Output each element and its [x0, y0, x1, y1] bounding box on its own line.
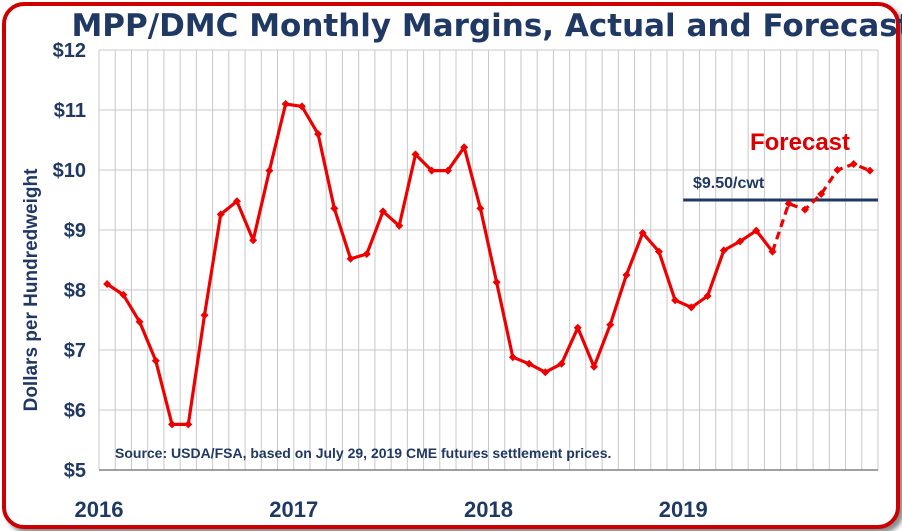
data-point-marker: [557, 359, 566, 368]
data-point-marker: [865, 166, 874, 175]
data-point-marker: [784, 199, 793, 208]
x-tick-labels: 2016 2017 2018 2019: [75, 497, 708, 522]
data-point-marker: [103, 280, 112, 288]
x-tick-label: 2019: [659, 497, 708, 522]
data-point-marker: [216, 210, 225, 219]
actual-series-line: [106, 102, 774, 426]
data-point-marker: [346, 254, 355, 263]
data-point-marker: [151, 356, 160, 365]
data-point-marker: [297, 102, 306, 111]
y-tick-label: $5: [64, 460, 86, 482]
y-tick-labels: $5 $6 $7 $8 $9 $10 $11 $12: [53, 40, 86, 482]
data-point-marker: [736, 237, 745, 246]
data-point-marker: [800, 205, 809, 214]
data-point-marker: [817, 190, 826, 198]
series-layer: [103, 100, 874, 429]
data-point-marker: [703, 292, 712, 300]
grid: [98, 49, 879, 471]
y-axis-label: Dollars per Hundredweight: [21, 168, 42, 411]
data-point-marker: [427, 166, 436, 175]
forecast-label: Forecast: [750, 129, 850, 156]
data-point-marker: [362, 250, 371, 258]
data-point-marker: [184, 420, 193, 429]
data-point-marker: [687, 303, 696, 312]
data-point-marker: [589, 362, 598, 371]
data-point-marker: [249, 236, 258, 245]
data-point-marker: [460, 143, 469, 152]
data-point-marker: [525, 359, 534, 368]
y-tick-label: $7: [64, 340, 86, 362]
x-tick-label: 2017: [269, 497, 318, 522]
data-point-marker: [606, 320, 615, 329]
data-point-marker: [314, 130, 323, 138]
data-point-marker: [833, 166, 842, 174]
data-point-marker: [849, 160, 858, 168]
data-point-marker: [135, 317, 144, 326]
data-point-marker: [622, 271, 631, 279]
data-point-marker: [281, 100, 290, 108]
y-tick-label: $11: [54, 100, 86, 122]
data-point-marker: [476, 204, 485, 213]
data-point-marker: [443, 166, 452, 175]
data-point-marker: [411, 150, 420, 159]
chart-title: MPP/DMC Monthly Margins, Actual and Fore…: [71, 8, 902, 44]
data-point-marker: [719, 246, 728, 255]
source-note: Source: USDA/FSA, based on July 29, 2019…: [115, 445, 611, 461]
x-tick-label: 2016: [75, 497, 124, 522]
data-point-marker: [654, 247, 663, 256]
y-tick-label: $6: [64, 400, 86, 422]
data-point-marker: [265, 166, 274, 175]
data-point-marker: [752, 226, 761, 235]
data-point-marker: [671, 296, 680, 305]
x-tick-label: 2018: [464, 497, 513, 522]
data-point-marker: [379, 207, 388, 216]
reference-label: $9.50/cwt: [693, 175, 765, 192]
y-tick-label: $10: [53, 160, 86, 182]
data-point-marker: [508, 353, 517, 362]
data-point-marker: [541, 368, 550, 377]
data-point-marker: [168, 420, 177, 429]
data-point-marker: [395, 221, 404, 230]
y-tick-label: $12: [53, 40, 86, 62]
data-point-marker: [200, 311, 209, 320]
data-point-marker: [638, 229, 647, 237]
data-point-marker: [232, 197, 241, 206]
forecast-series-line: [770, 162, 871, 253]
data-point-marker: [330, 204, 339, 213]
data-point-marker: [573, 323, 582, 332]
y-tick-label: $8: [64, 280, 86, 302]
data-point-marker: [492, 278, 501, 287]
y-tick-label: $9: [64, 220, 86, 242]
data-point-marker: [119, 290, 128, 299]
